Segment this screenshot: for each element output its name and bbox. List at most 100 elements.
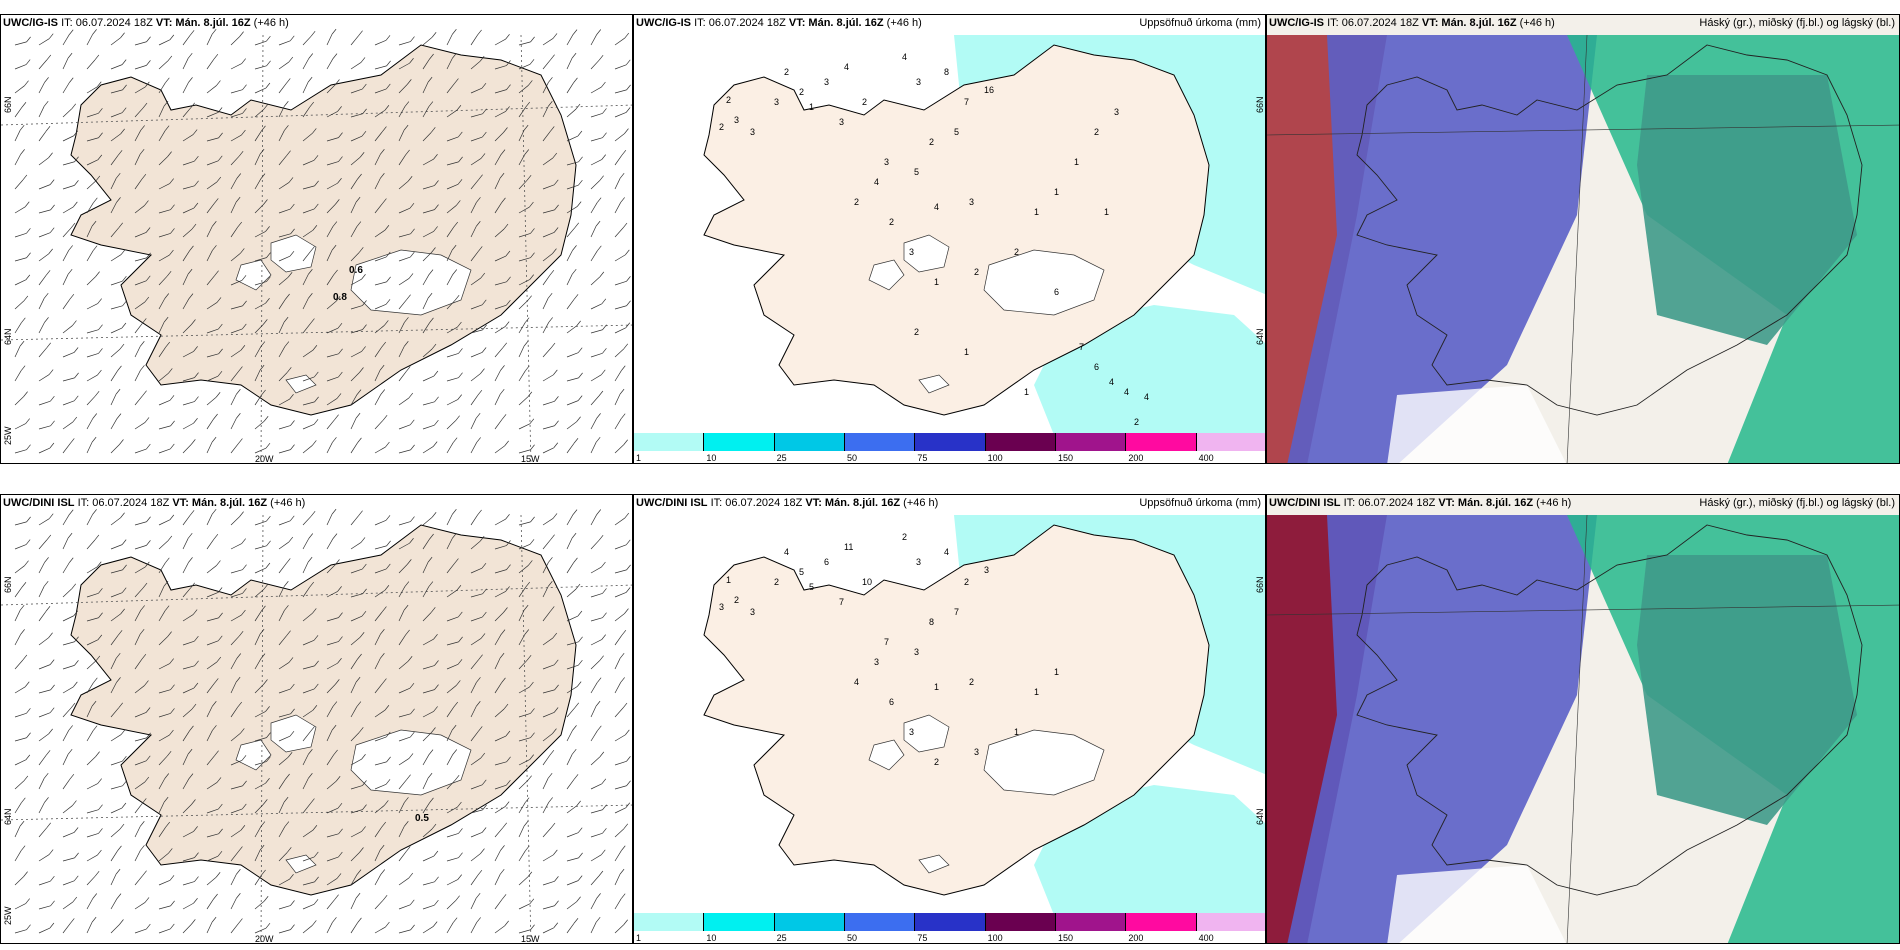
wind-barb — [182, 902, 194, 910]
wind-barb — [302, 349, 314, 358]
wind-barb-flag — [359, 152, 365, 158]
wind-barb-flag — [501, 414, 507, 420]
wind-barb — [518, 659, 528, 670]
wind-barb-flag — [599, 271, 605, 278]
wind-barb-flag — [307, 76, 313, 83]
precip-value: 1 — [1054, 667, 1059, 677]
wind-barb — [518, 850, 526, 862]
wind-barb-flag — [338, 348, 343, 355]
wind-barb-flag — [118, 222, 124, 229]
wind-barb-flag — [266, 252, 271, 258]
iceland-land — [70, 524, 577, 896]
colorbar-label: 400 — [1198, 453, 1214, 463]
wind-barb-flag — [284, 341, 290, 347]
wind-barb — [590, 225, 597, 238]
wind-barb-flag — [476, 197, 481, 203]
wind-barb-flag — [94, 54, 100, 61]
wind-barb — [494, 634, 502, 646]
wind-barb-flag — [98, 348, 103, 354]
wind-barb — [158, 60, 169, 70]
wind-barb — [446, 514, 453, 526]
precip-value: 2 — [719, 122, 724, 132]
colorbar-label: 400 — [1198, 933, 1214, 943]
wind-barb-flag — [552, 513, 558, 519]
wind-barb-flag — [476, 437, 481, 443]
wind-barb-flag — [529, 681, 534, 688]
cloud-panel-row2: UWC/DINI ISL IT: 06.07.2024 18Z VT: Mán.… — [1266, 494, 1900, 944]
wind-barb — [566, 135, 579, 142]
wind-barb — [86, 592, 99, 598]
wind-barb — [278, 635, 287, 646]
precip-value: 1 — [964, 347, 969, 357]
wind-barb — [302, 401, 315, 406]
wind-barb-flag — [625, 539, 631, 546]
wind-barb-flag — [619, 652, 625, 659]
wind-barb-flag — [26, 732, 31, 738]
wind-barb-flag — [142, 798, 147, 804]
wind-barb-flag — [23, 391, 28, 397]
wind-barb-flag — [139, 628, 145, 635]
wind-barb-flag — [355, 676, 361, 683]
wind-barb — [398, 207, 411, 214]
wind-barb — [158, 322, 165, 334]
lat-label: 25W — [3, 426, 13, 445]
wind-barb-flag — [434, 204, 439, 210]
wind-barb-flag — [431, 823, 437, 830]
wind-barb — [86, 112, 99, 118]
wind-barb — [542, 298, 549, 310]
wind-barb-flag — [163, 796, 169, 803]
wind-barb-flag — [578, 372, 583, 379]
wind-barb-flag — [169, 395, 175, 401]
wind-barb — [302, 709, 314, 718]
wind-barb-flag — [355, 892, 361, 899]
wind-barb — [518, 423, 530, 430]
wind-barb — [14, 41, 27, 46]
wind-barb — [14, 396, 24, 406]
wind-barb-flag — [384, 585, 390, 591]
wind-barb — [326, 878, 338, 886]
wind-barb — [110, 64, 123, 70]
wind-map — [1, 28, 632, 463]
colorbar-label: 150 — [1058, 933, 1074, 943]
wind-barb-flag — [407, 559, 412, 565]
wind-barb-flag — [70, 222, 76, 229]
wind-barb — [518, 64, 531, 70]
wind-barb-flag — [213, 413, 218, 420]
wind-barb-flag — [548, 557, 553, 563]
colorbar-swatch — [774, 913, 845, 931]
wind-barb-flag — [362, 83, 367, 90]
wind-barb — [422, 612, 432, 622]
wind-barb-flag — [166, 270, 172, 277]
wind-barb — [470, 179, 479, 190]
wind-barb — [134, 232, 147, 238]
wind-barb — [14, 206, 26, 214]
wind-barb — [446, 377, 459, 382]
wind-barb — [422, 401, 435, 406]
wind-barb — [566, 857, 579, 862]
wind-barb — [446, 879, 458, 886]
wind-barb — [542, 374, 554, 382]
wind-barb-flag — [142, 390, 147, 396]
precip-value: 1 — [934, 682, 939, 692]
wind-barb — [134, 130, 141, 142]
wind-barb-flag — [453, 701, 459, 708]
wind-barb-flag — [215, 872, 221, 878]
wind-barb-flag — [548, 797, 553, 803]
wind-barb — [182, 562, 189, 574]
wind-barb — [86, 303, 98, 310]
wind-barb — [470, 809, 483, 814]
wind-barb — [230, 785, 243, 790]
wind-barb — [326, 226, 334, 238]
wind-barb-flag — [169, 178, 174, 184]
wind-barb — [590, 113, 603, 118]
wind-barb-flag — [49, 227, 55, 233]
wind-barb — [326, 706, 334, 718]
wind-barb — [230, 328, 243, 334]
wind-barb-flag — [91, 220, 97, 227]
wind-barb — [62, 274, 69, 286]
wind-barb-flag — [623, 823, 629, 830]
wind-barb — [326, 161, 339, 166]
wind-barb-flag — [554, 204, 559, 211]
wind-barb-flag — [19, 340, 25, 347]
wind-barb — [110, 850, 118, 862]
